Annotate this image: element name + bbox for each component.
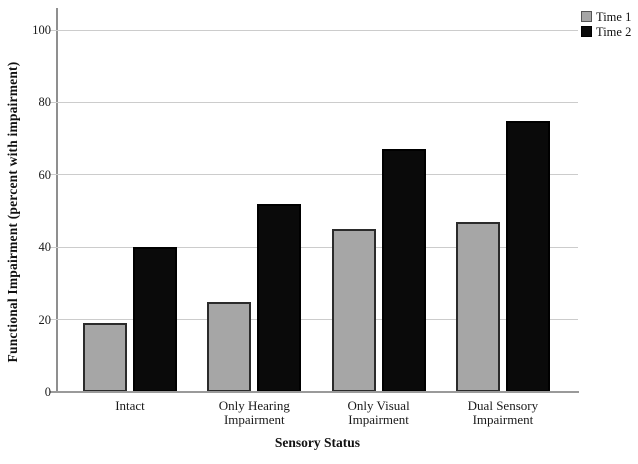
legend-item-time-1: Time 1 xyxy=(581,8,632,24)
x-axis-title: Sensory Status xyxy=(274,435,361,450)
legend: Time 1 Time 2 xyxy=(581,8,632,39)
y-tick-label-0: 0 xyxy=(44,385,51,399)
grid-line-20 xyxy=(50,319,578,321)
legend-swatch-time-2 xyxy=(581,26,592,37)
bar-time-1-dual-sensory-impairment xyxy=(455,221,500,392)
y-tick-label-20: 20 xyxy=(38,312,52,327)
bar-time-2-dual-sensory-impairment xyxy=(505,120,550,392)
legend-swatch-time-1 xyxy=(581,11,592,22)
category-label-only-visual-impairment: Only Visual Impairment xyxy=(347,398,410,427)
bar-time-1-intact xyxy=(83,323,127,392)
category-label-intact: Intact xyxy=(115,398,145,413)
grid-line-80 xyxy=(50,101,578,103)
legend-label-time-2: Time 2 xyxy=(596,25,632,39)
y-tick-label-40: 40 xyxy=(38,240,52,255)
legend-item-time-2: Time 2 xyxy=(581,23,632,39)
bar-time-1-only-hearing-impairment xyxy=(207,301,252,392)
y-axis-title: Functional Impairment (percent with impa… xyxy=(5,61,20,363)
y-axis-line xyxy=(56,8,58,393)
bar-time-2-intact xyxy=(133,247,177,392)
bar-time-1-only-visual-impairment xyxy=(331,229,376,392)
grid-line-60 xyxy=(50,174,578,176)
bar-time-2-only-hearing-impairment xyxy=(257,203,302,392)
bar-time-2-only-visual-impairment xyxy=(381,149,426,392)
y-tick-label-100: 100 xyxy=(32,23,51,37)
legend-label-time-1: Time 1 xyxy=(596,10,632,24)
grid-line-40 xyxy=(50,246,578,248)
y-tick-label-80: 80 xyxy=(38,95,52,110)
grid-line-100 xyxy=(50,29,578,31)
y-tick-label-60: 60 xyxy=(38,167,52,182)
category-label-only-hearing-impairment: Only Hearing Impairment xyxy=(218,398,290,427)
x-axis-line xyxy=(50,391,579,393)
category-label-dual-sensory-impairment: Dual Sensory Impairment xyxy=(467,398,539,427)
